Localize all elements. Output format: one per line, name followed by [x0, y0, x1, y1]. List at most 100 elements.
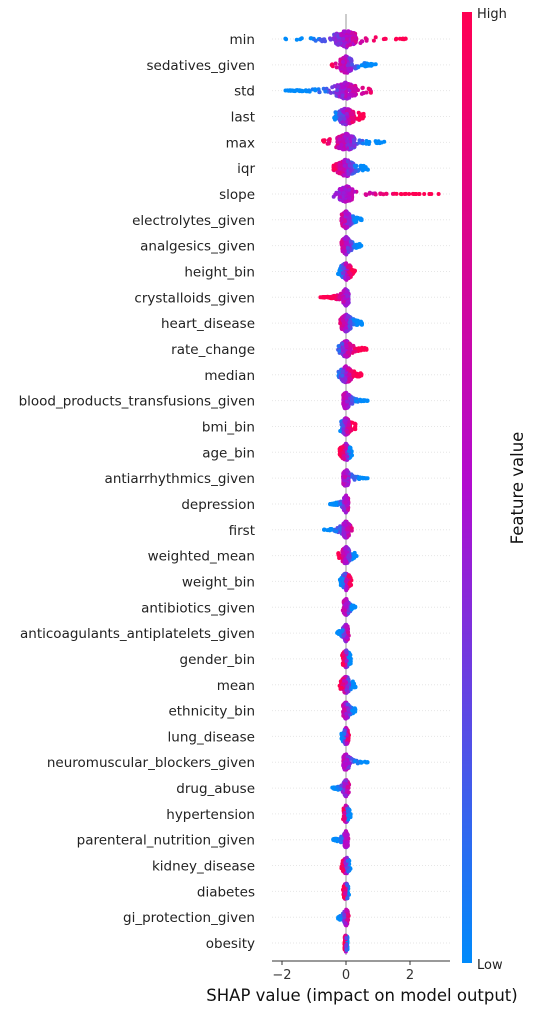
shap-point: [348, 168, 353, 173]
shap-point: [344, 111, 349, 116]
shap-point: [340, 341, 345, 346]
shap-point: [307, 88, 311, 93]
shap-point: [347, 215, 352, 220]
shap-point: [373, 62, 378, 67]
shap-point: [379, 191, 383, 196]
shap-point: [341, 348, 346, 353]
shap-point: [337, 137, 342, 142]
shap-point: [353, 39, 358, 44]
shap-point: [345, 159, 350, 164]
shap-point: [342, 418, 347, 423]
shap-point: [313, 38, 318, 43]
shap-point: [356, 476, 361, 481]
shap-point: [364, 193, 369, 197]
shap-point: [349, 398, 354, 403]
shap-point: [341, 139, 345, 144]
shap-point: [344, 252, 349, 257]
shap-point: [340, 369, 345, 374]
shap-point: [297, 88, 302, 93]
shap-point: [343, 262, 348, 267]
shap-point: [344, 650, 349, 655]
shap-point: [347, 553, 352, 558]
shap-point: [361, 399, 366, 404]
shap-point: [344, 354, 349, 359]
shap-point: [356, 168, 361, 172]
shap-point: [397, 36, 402, 41]
shap-point: [346, 29, 351, 34]
shap-point: [341, 289, 346, 294]
shap-point: [343, 187, 348, 192]
shap-point: [338, 117, 343, 122]
shap-point: [346, 172, 351, 177]
shap-point: [341, 393, 346, 397]
shap-point: [344, 131, 349, 136]
shap-point: [336, 344, 341, 349]
shap-point: [331, 502, 336, 507]
shap-point: [318, 37, 323, 42]
shap-point: [356, 110, 361, 115]
shap-point: [341, 36, 346, 41]
shap-point: [345, 246, 350, 250]
shap-point: [348, 239, 353, 244]
beeswarm-points: [283, 29, 441, 954]
shap-point: [401, 36, 405, 41]
shap-point: [342, 678, 347, 683]
shap-point: [352, 93, 357, 98]
shap-point: [354, 372, 359, 377]
shap-point: [327, 137, 332, 142]
shap-point: [355, 322, 360, 327]
shap-point: [346, 275, 350, 280]
shap-point: [341, 551, 346, 556]
shap-point: [346, 367, 351, 372]
shap-point: [348, 146, 353, 150]
shap-point: [344, 344, 349, 349]
shap-point: [422, 192, 427, 196]
shap-point: [322, 527, 327, 532]
shap-point: [375, 141, 380, 146]
shap-point: [357, 140, 362, 145]
shap-point: [336, 84, 341, 89]
shap-point: [347, 655, 352, 660]
shap-point: [346, 422, 351, 427]
shap-point: [351, 115, 356, 120]
shap-point: [413, 192, 418, 196]
shap-point: [349, 267, 354, 272]
shap-point: [337, 295, 342, 300]
shap-point: [353, 218, 358, 223]
shap-point: [346, 300, 351, 305]
shap-point: [371, 38, 376, 43]
shap-point: [340, 445, 345, 450]
shap-point: [333, 61, 338, 66]
shap-point: [334, 529, 339, 534]
shap-point: [343, 219, 347, 224]
shap-point: [337, 171, 342, 176]
shap-point: [338, 195, 342, 200]
shap-point: [341, 456, 346, 461]
shap-point: [361, 141, 365, 146]
shap-point: [351, 372, 356, 377]
shap-point: [373, 192, 378, 197]
shap-point: [336, 41, 341, 46]
shap-point: [308, 36, 313, 41]
shap-point: [357, 242, 361, 247]
shap-point: [337, 112, 341, 117]
shap-point: [345, 212, 349, 217]
shap-point: [342, 29, 347, 34]
shap-point: [340, 576, 345, 581]
shap-point: [348, 445, 353, 450]
shap-point: [373, 35, 378, 40]
shap-point: [337, 349, 342, 353]
shap-point: [362, 61, 367, 66]
shap-point: [343, 474, 348, 479]
shap-point: [338, 502, 342, 506]
shap-point: [345, 469, 350, 474]
shap-point: [350, 37, 355, 42]
shap-point: [343, 558, 348, 563]
shap-point: [345, 225, 350, 229]
shap-point: [344, 329, 349, 334]
shap-point: [342, 173, 347, 178]
shap-point: [341, 109, 346, 114]
shap-point: [351, 343, 356, 348]
shap-point: [346, 404, 351, 409]
